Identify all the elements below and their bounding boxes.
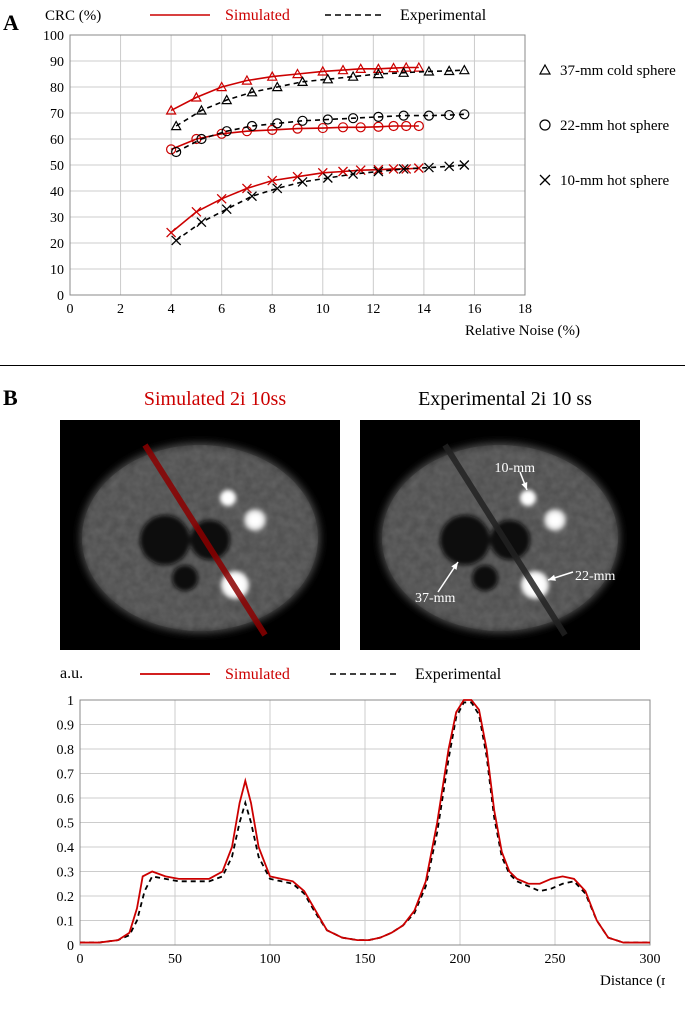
svg-text:0.5: 0.5 <box>57 817 75 832</box>
svg-text:0.6: 0.6 <box>57 792 75 807</box>
svg-text:200: 200 <box>450 952 471 967</box>
svg-text:Experimental: Experimental <box>415 666 502 683</box>
svg-text:90: 90 <box>50 55 64 70</box>
svg-text:2: 2 <box>117 302 124 317</box>
svg-text:40: 40 <box>50 185 64 200</box>
svg-text:60: 60 <box>50 133 64 148</box>
svg-text:Distance (mm): Distance (mm) <box>600 973 665 989</box>
svg-text:10-mm: 10-mm <box>495 461 536 476</box>
svg-text:14: 14 <box>417 302 431 317</box>
svg-text:18: 18 <box>518 302 532 317</box>
svg-text:30: 30 <box>50 211 64 226</box>
svg-text:0: 0 <box>57 289 64 304</box>
svg-text:0: 0 <box>67 302 74 317</box>
svg-text:Relative Noise (%): Relative Noise (%) <box>465 323 580 339</box>
svg-text:50: 50 <box>50 159 64 174</box>
svg-text:10: 10 <box>50 263 64 278</box>
svg-text:6: 6 <box>218 302 225 317</box>
panel-a-label: A <box>3 10 19 36</box>
svg-text:150: 150 <box>355 952 376 967</box>
svg-text:22-mm hot sphere: 22-mm hot sphere <box>560 118 669 134</box>
svg-text:CRC (%): CRC (%) <box>45 8 101 24</box>
panel-divider <box>0 365 685 366</box>
svg-text:10: 10 <box>316 302 330 317</box>
svg-text:10-mm hot sphere: 10-mm hot sphere <box>560 173 669 189</box>
svg-text:22-mm: 22-mm <box>575 569 616 584</box>
svg-text:0.7: 0.7 <box>57 768 75 783</box>
svg-text:250: 250 <box>545 952 566 967</box>
svg-text:80: 80 <box>50 81 64 96</box>
svg-text:8: 8 <box>269 302 276 317</box>
svg-text:0.2: 0.2 <box>57 890 75 905</box>
profile-y-label: a.u. <box>60 665 83 683</box>
panel-a-chart: Simulated Experimental CRC (%) 0 2 4 6 8 10 12 14 1… <box>25 0 685 340</box>
svg-text:20: 20 <box>50 237 64 252</box>
svg-text:37-mm: 37-mm <box>415 591 456 606</box>
exp-image-title: Experimental 2i 10 ss <box>370 388 640 411</box>
panel-b-label: B <box>3 385 18 411</box>
page: A SimulatedExperimentalCRC (%)0246810121… <box>0 0 685 1009</box>
svg-text:0.3: 0.3 <box>57 866 75 881</box>
sim-image-title-text: Simulated 2i 10ss <box>144 388 286 410</box>
sim-image-title: Simulated 2i 10ss <box>80 388 350 411</box>
svg-text:50: 50 <box>168 952 182 967</box>
profile-chart: 0 50 100 150 200 250 300 0 0.1 0.2 0.3 0.4 0.5 0.6 0.7… <box>40 690 665 1000</box>
svg-text:16: 16 <box>467 302 481 317</box>
svg-text:0.8: 0.8 <box>57 743 75 758</box>
svg-text:0: 0 <box>67 939 74 954</box>
svg-text:Experimental: Experimental <box>400 7 487 24</box>
svg-text:100: 100 <box>43 29 64 44</box>
sim-phantom-image <box>60 420 340 650</box>
exp-phantom-image: 10-mm 22-mm 37-mm <box>360 420 640 650</box>
svg-text:Simulated: Simulated <box>225 7 290 24</box>
svg-text:Simulated: Simulated <box>225 666 290 683</box>
svg-text:0.4: 0.4 <box>57 841 75 856</box>
exp-image-title-text: Experimental 2i 10 ss <box>418 388 592 410</box>
svg-text:0.9: 0.9 <box>57 719 75 734</box>
svg-text:12: 12 <box>366 302 380 317</box>
profile-legend: Simulated Experimental <box>130 662 630 687</box>
svg-text:300: 300 <box>640 952 661 967</box>
svg-text:1: 1 <box>67 694 74 709</box>
svg-text:100: 100 <box>260 952 281 967</box>
svg-text:0: 0 <box>77 952 84 967</box>
svg-text:70: 70 <box>50 107 64 122</box>
svg-text:0.1: 0.1 <box>57 915 75 930</box>
svg-text:37-mm cold sphere: 37-mm cold sphere <box>560 63 676 79</box>
svg-text:4: 4 <box>168 302 175 317</box>
